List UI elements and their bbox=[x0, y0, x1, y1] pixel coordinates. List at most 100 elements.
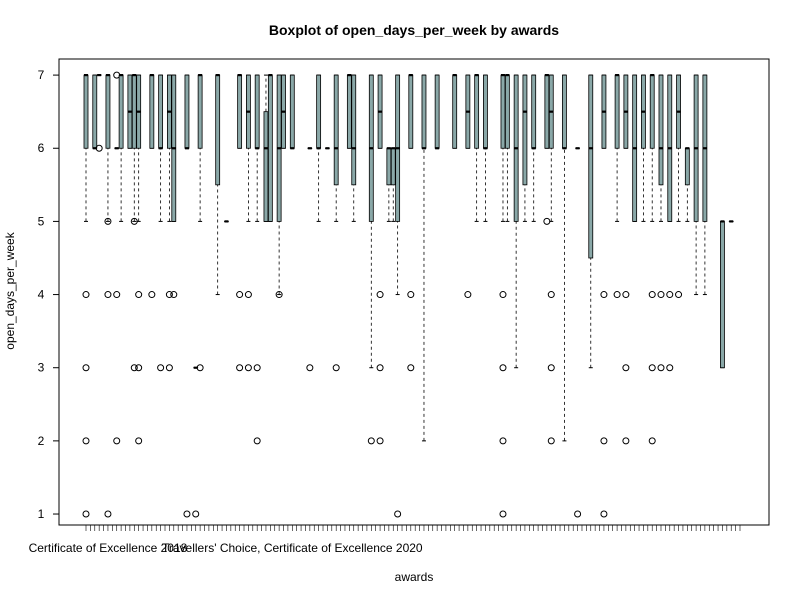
box-24 bbox=[183, 74, 191, 518]
outlier-point bbox=[547, 364, 555, 372]
box-body bbox=[531, 74, 537, 149]
box-58 bbox=[332, 74, 340, 372]
x-tick-label: Travellers' Choice, Certificate of Excel… bbox=[162, 541, 423, 555]
box-119 bbox=[600, 74, 608, 518]
outlier-point bbox=[196, 364, 204, 372]
box-128 bbox=[641, 74, 646, 222]
box-body bbox=[215, 74, 221, 186]
outlier-point bbox=[148, 291, 156, 299]
outlier-point bbox=[135, 437, 143, 445]
chart-title: Boxplot of open_days_per_week by awards bbox=[269, 22, 559, 38]
box-21 bbox=[170, 74, 178, 299]
box-90 bbox=[474, 73, 480, 222]
box-81 bbox=[434, 74, 440, 150]
box-body bbox=[149, 74, 155, 149]
box-97 bbox=[504, 73, 510, 222]
box-body bbox=[316, 74, 322, 149]
y-tick-label: 5 bbox=[38, 214, 45, 228]
outlier-point bbox=[547, 291, 555, 299]
box-body bbox=[118, 74, 124, 149]
outlier-point bbox=[104, 217, 112, 225]
box-103 bbox=[531, 74, 537, 222]
y-axis: 1 2 3 4 5 6 7 bbox=[38, 68, 60, 521]
box-4 bbox=[95, 73, 103, 152]
box-71 bbox=[390, 147, 396, 222]
outlier-point bbox=[253, 364, 261, 372]
outlier-point bbox=[666, 291, 674, 299]
box-101 bbox=[522, 74, 528, 222]
outlier-point bbox=[376, 364, 384, 372]
outlier-point bbox=[183, 510, 191, 518]
outlier-point bbox=[130, 364, 138, 372]
box-46 bbox=[281, 74, 286, 149]
outlier-point bbox=[253, 437, 261, 445]
box-body bbox=[588, 74, 594, 259]
outlier-point bbox=[306, 364, 314, 372]
box-body bbox=[434, 74, 440, 149]
box-52 bbox=[306, 147, 314, 372]
y-tick-label: 6 bbox=[38, 141, 45, 155]
box-54 bbox=[316, 74, 322, 222]
box-body bbox=[474, 74, 480, 149]
box-body bbox=[197, 74, 203, 149]
outlier-point bbox=[657, 364, 665, 372]
box-27 bbox=[196, 73, 204, 372]
box-13 bbox=[135, 74, 143, 445]
box-61 bbox=[346, 73, 352, 149]
outlier-point bbox=[648, 364, 656, 372]
box-92 bbox=[483, 74, 488, 222]
box-body bbox=[333, 74, 339, 186]
outlier-point bbox=[394, 510, 402, 518]
box-body bbox=[105, 74, 111, 149]
box-31 bbox=[215, 73, 221, 296]
outlier-point bbox=[165, 291, 173, 299]
box-body bbox=[346, 74, 352, 149]
outlier-point bbox=[82, 364, 90, 372]
outlier-point bbox=[82, 437, 90, 445]
box-body bbox=[289, 74, 295, 149]
box-18 bbox=[157, 74, 165, 372]
box-48 bbox=[289, 74, 295, 150]
box-body bbox=[267, 74, 273, 222]
outlier-point bbox=[244, 364, 252, 372]
box-1 bbox=[82, 73, 90, 518]
box-66 bbox=[367, 74, 375, 445]
outlier-point bbox=[622, 291, 630, 299]
outlier-point bbox=[376, 437, 384, 445]
box-36 bbox=[236, 73, 244, 372]
box-110 bbox=[562, 74, 567, 442]
outlier-point bbox=[332, 364, 340, 372]
box-38 bbox=[244, 74, 252, 372]
outlier-point bbox=[157, 364, 165, 372]
outlier-point bbox=[135, 291, 143, 299]
box-3 bbox=[92, 74, 98, 150]
box-142 bbox=[702, 74, 708, 296]
outlier-point bbox=[192, 510, 200, 518]
box-body bbox=[649, 74, 655, 149]
box-107 bbox=[547, 74, 555, 445]
outlier-point bbox=[407, 291, 415, 299]
box-122 bbox=[613, 73, 621, 299]
box-138 bbox=[684, 147, 690, 222]
box-40 bbox=[253, 74, 261, 445]
outlier-point bbox=[543, 217, 551, 225]
y-tick-label: 1 bbox=[38, 507, 45, 521]
box-85 bbox=[452, 73, 458, 149]
box-72 bbox=[394, 74, 402, 518]
y-tick-label: 4 bbox=[38, 288, 45, 302]
box-body bbox=[544, 74, 550, 149]
outlier-point bbox=[547, 437, 555, 445]
outlier-point bbox=[600, 437, 608, 445]
box-body bbox=[658, 74, 664, 186]
outlier-point bbox=[499, 510, 507, 518]
box-8 bbox=[113, 71, 121, 445]
box-body bbox=[522, 74, 528, 186]
box-68 bbox=[376, 74, 384, 445]
outlier-point bbox=[499, 437, 507, 445]
outlier-point bbox=[648, 291, 656, 299]
x-axis: Certificate of Excellence 2018Travellers… bbox=[29, 524, 741, 555]
box-134 bbox=[666, 74, 674, 372]
outlier-point bbox=[574, 510, 582, 518]
outlier-point bbox=[236, 364, 244, 372]
